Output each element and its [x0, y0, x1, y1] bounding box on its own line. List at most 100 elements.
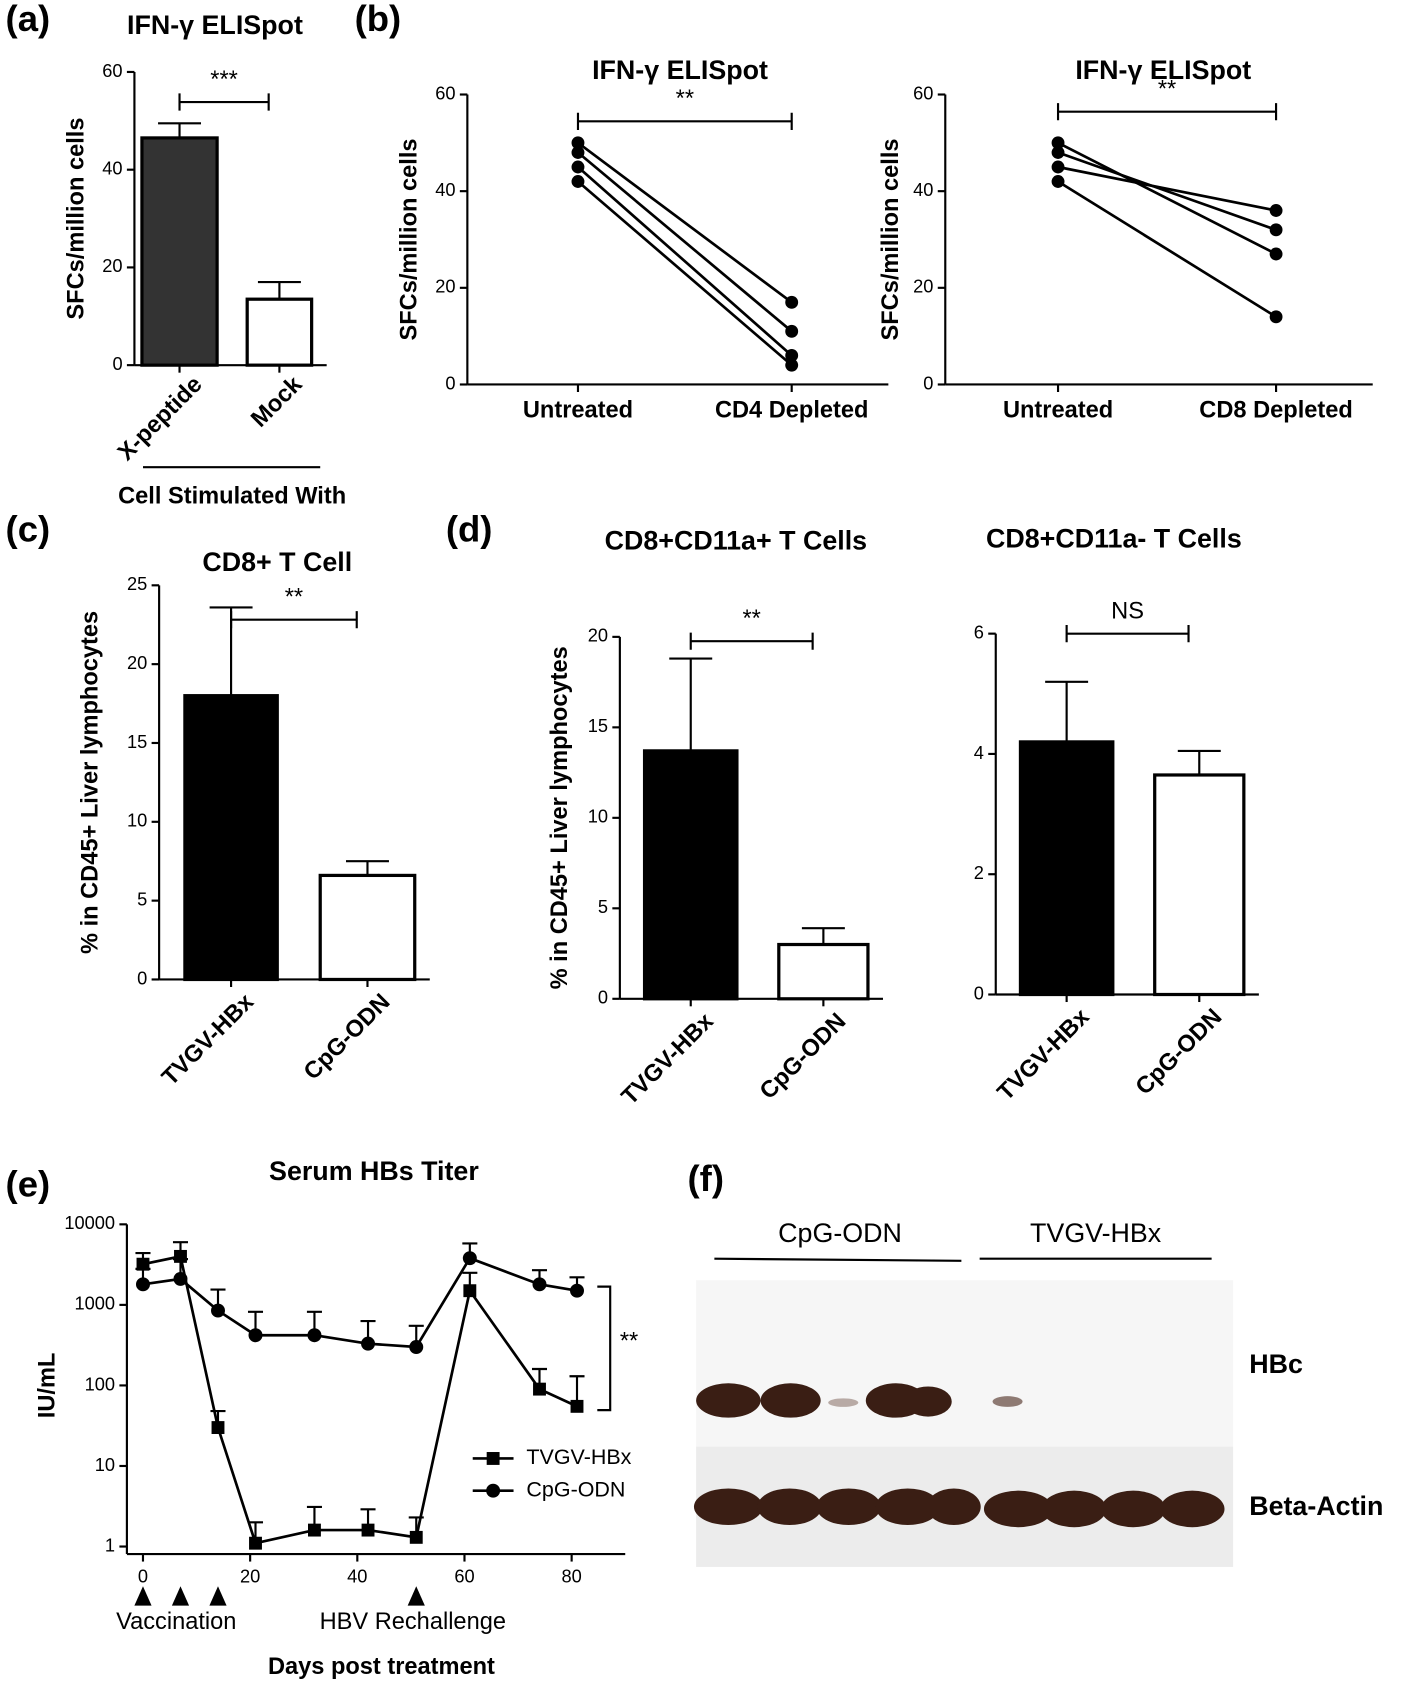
x-tick-label: 80	[561, 1566, 581, 1587]
series-line	[142, 1254, 578, 1545]
x-tick-label: CpG-ODN	[755, 1008, 851, 1104]
panel-label: (f)	[688, 1158, 724, 1199]
y-tick-label: 100	[85, 1373, 115, 1394]
point	[571, 146, 585, 159]
y-tick-label: 60	[102, 60, 122, 81]
marker	[532, 1277, 547, 1292]
panel-label: (d)	[446, 508, 493, 549]
chart: 0 2 4 6 CD8+CD11a- T Cells TVGV-HBx CpG-ODN NS	[974, 523, 1259, 1106]
legend-marker	[486, 1483, 501, 1498]
marker	[570, 1283, 584, 1298]
x-tick-label: 20	[240, 1566, 260, 1587]
panel-label: (a)	[6, 0, 51, 39]
point	[1269, 223, 1283, 237]
chart-title: IFN-γ ELISpot	[1075, 55, 1251, 85]
point	[1051, 136, 1065, 150]
error-bar	[1045, 680, 1089, 742]
point	[785, 349, 799, 362]
band	[1160, 1490, 1225, 1528]
legend-label: TVGV-HBx	[526, 1445, 631, 1469]
x-tick-label: 60	[454, 1566, 474, 1587]
y-tick-label: 0	[923, 372, 933, 393]
chart: 0 20 40 60 SFCs/million cells IFN-γ ELISpot Un…	[878, 55, 1373, 424]
x-tick-label: CpG-ODN	[299, 989, 395, 1085]
error-bar	[1177, 749, 1221, 775]
band	[696, 1383, 761, 1418]
y-axis-label: % in CD45+ Liver lymphocytes	[547, 646, 573, 989]
chart-title: Serum HBs Titer	[269, 1156, 479, 1186]
bar	[1153, 773, 1246, 997]
x-tick-label: Untreated	[1003, 398, 1113, 424]
pair-line	[1057, 180, 1277, 318]
marker	[361, 1523, 375, 1537]
band	[693, 1488, 763, 1526]
pair-line	[577, 165, 793, 357]
point	[1051, 146, 1065, 159]
y-axis-label: IU/mL	[35, 1353, 61, 1419]
significance-label: **	[1158, 76, 1176, 102]
x-tick-label: TVGV-HBx	[617, 1008, 719, 1110]
significance-label: NS	[1111, 598, 1144, 624]
arrow	[209, 1586, 227, 1606]
y-tick-label: 0	[598, 987, 608, 1008]
point	[571, 160, 585, 174]
panel-label: (b)	[355, 0, 402, 39]
series-line	[142, 1256, 578, 1349]
significance-bracket	[597, 1285, 612, 1412]
y-tick-label: 0	[974, 982, 984, 1003]
marker	[211, 1303, 225, 1318]
chart: 1 10 100 1000 10000 IU/mL Serum HBs Titer 0 20 40…	[35, 1156, 639, 1680]
annotation: HBV Rechallenge	[320, 1609, 506, 1635]
marker	[249, 1536, 262, 1550]
y-tick-label: 40	[435, 179, 455, 200]
marker	[308, 1523, 321, 1537]
error-bar	[158, 122, 202, 138]
significance-label: ***	[210, 67, 238, 93]
pair-line	[1057, 141, 1277, 256]
significance-label: **	[620, 1329, 638, 1355]
blot-membrane	[696, 1280, 1234, 1447]
y-tick-label: 1000	[74, 1293, 115, 1314]
chart: 0 20 40 60 SFCs/million cells IFN-γ ELISpot Un…	[397, 55, 889, 424]
chart: 0 5 10 15 20 % in CD45+ Liver lymphocytes CD8+…	[547, 525, 883, 1110]
marker	[136, 1257, 150, 1271]
marker	[307, 1328, 322, 1343]
y-axis-label: SFCs/million cells	[64, 118, 90, 320]
pair-line	[577, 180, 793, 367]
x-tick-label: 40	[347, 1566, 367, 1587]
band	[816, 1488, 881, 1526]
pair-line	[1057, 151, 1277, 232]
significance-bracket	[576, 112, 793, 130]
significance-label: **	[285, 584, 303, 610]
pair-line	[577, 141, 793, 304]
y-tick-label: 2	[974, 862, 984, 883]
x-axis-label: Cell Stimulated With	[118, 483, 346, 509]
point	[1269, 204, 1283, 217]
chart-title: CD8+ T Cell	[202, 547, 352, 577]
y-tick-label: 1	[105, 1534, 115, 1555]
bar	[245, 297, 314, 367]
y-tick-label: 15	[588, 715, 608, 736]
significance-label: **	[676, 86, 694, 112]
bar	[642, 749, 739, 1001]
significance-bracket	[1056, 103, 1278, 121]
bar	[777, 942, 870, 1001]
band	[875, 1488, 940, 1526]
arrow	[171, 1586, 190, 1606]
x-tick-label: CpG-ODN	[1131, 1004, 1227, 1100]
marker	[409, 1340, 424, 1354]
y-tick-label: 20	[102, 255, 122, 276]
point	[785, 324, 799, 338]
significance-bracket	[178, 93, 270, 111]
point	[785, 358, 799, 372]
x-tick-label: CD4 Depleted	[715, 398, 868, 424]
western-blot: CpG-ODN TVGV-HBx HBc Beta-Actin	[693, 1218, 1383, 1567]
chart: 0 20 40 60 SFCs/million cells IFN-γ ELISpot X-…	[64, 10, 346, 510]
marker	[135, 1277, 150, 1292]
actin-bands	[693, 1488, 1225, 1528]
y-axis-label: % in CD45+ Liver lymphocytes	[78, 611, 104, 954]
band	[992, 1396, 1023, 1407]
annotation: Vaccination	[116, 1609, 236, 1635]
band	[760, 1383, 821, 1418]
